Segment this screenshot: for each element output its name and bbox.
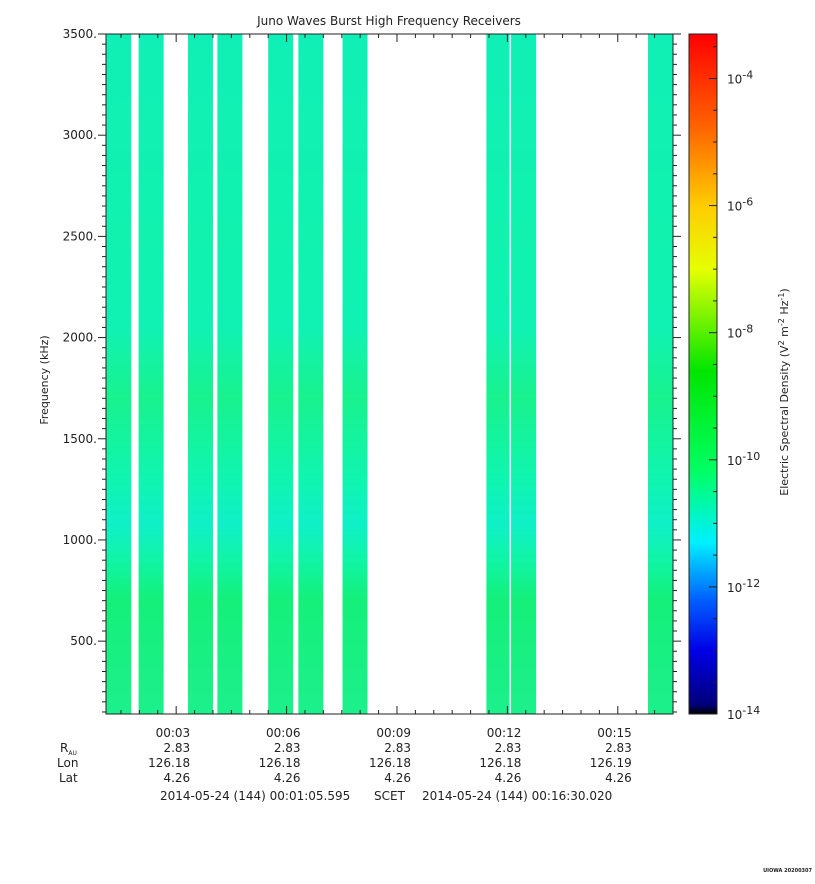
burst-band [298, 34, 324, 714]
x-tick-lon: 126.18 [259, 756, 301, 770]
colorbar-tick-label: 10-10 [727, 450, 760, 468]
row-label-lat: Lat [59, 771, 78, 785]
y-tick-label: 2000. [63, 331, 97, 345]
x-tick-time: 00:12 [487, 726, 522, 740]
time-range-scet: SCET [374, 789, 406, 803]
time-range-start: 2014-05-24 (144) 00:01:05.595 [160, 789, 350, 803]
burst-band [268, 34, 294, 714]
row-label-r: RAU [60, 741, 77, 757]
burst-band [486, 34, 510, 714]
burst-band [217, 34, 243, 714]
colorbar-tick-label: 10-8 [727, 323, 753, 341]
x-tick-lon: 126.19 [590, 756, 632, 770]
x-tick-lat: 4.26 [605, 771, 632, 785]
x-tick-lon: 126.18 [148, 756, 190, 770]
colorbar-tick-label: 10-12 [727, 577, 760, 595]
colorbar-label: Electric Spectral Density (V2 m-2 Hz-1) [777, 288, 791, 495]
x-tick-r: 2.83 [605, 741, 632, 755]
footer-stamp: UIOWA 20200307 [763, 868, 812, 874]
colorbar [688, 33, 718, 715]
x-tick-lat: 4.26 [495, 771, 522, 785]
colorbar-axis: 10-4 10-6 10-8 10-10 10-12 10-14 [709, 46, 760, 722]
x-tick-time: 00:03 [156, 726, 191, 740]
y-tick-label: 2500. [63, 229, 97, 243]
y-tick-label: 3500. [63, 27, 97, 41]
x-axis: 00:032.83126.184.2600:062.83126.184.2600… [120, 34, 674, 785]
y-tick-label: 1500. [63, 432, 97, 446]
y-tick-label: 1000. [63, 533, 97, 547]
plot-frame [105, 33, 674, 715]
burst-band [342, 34, 368, 714]
time-range-end: 2014-05-24 (144) 00:16:30.020 [422, 789, 612, 803]
burst-band [138, 34, 164, 714]
burst-band [647, 34, 673, 714]
x-tick-time: 00:06 [266, 726, 301, 740]
colorbar-tick-label: 10-14 [727, 704, 760, 722]
x-tick-lat: 4.26 [274, 771, 301, 785]
chart-title: Juno Waves Burst High Frequency Receiver… [256, 14, 521, 28]
burst-bands [106, 34, 673, 714]
x-tick-time: 00:09 [376, 726, 411, 740]
y-axis: 500. 1000. 1500. 2000. 2500. 3000. 3500. [63, 27, 681, 713]
colorbar-tick-label: 10-6 [727, 196, 753, 214]
row-label-lon: Lon [57, 756, 78, 770]
x-tick-r: 2.83 [274, 741, 301, 755]
burst-band [511, 34, 537, 714]
x-tick-lon: 126.18 [479, 756, 521, 770]
x-tick-r: 2.83 [384, 741, 411, 755]
y-tick-label: 3000. [63, 128, 97, 142]
x-tick-lat: 4.26 [384, 771, 411, 785]
colorbar-tick-label: 10-4 [727, 68, 753, 86]
y-axis-label: Frequency (kHz) [38, 335, 51, 424]
x-tick-time: 00:15 [597, 726, 632, 740]
y-tick-label: 500. [70, 634, 97, 648]
x-tick-lon: 126.18 [369, 756, 411, 770]
x-tick-r: 2.83 [163, 741, 190, 755]
burst-band [187, 34, 213, 714]
x-tick-r: 2.83 [495, 741, 522, 755]
burst-band [106, 34, 132, 714]
x-tick-lat: 4.26 [163, 771, 190, 785]
